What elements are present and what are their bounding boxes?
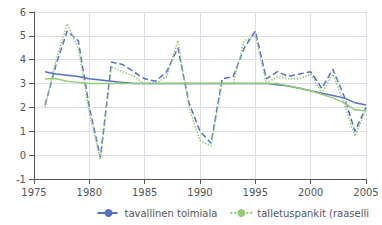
- svg-text:0: 0: [20, 150, 26, 161]
- svg-text:2005: 2005: [353, 187, 378, 198]
- svg-text:1980: 1980: [77, 187, 102, 198]
- svg-text:1975: 1975: [21, 187, 46, 198]
- svg-text:talletuspankit (raaselli: talletuspankit (raaselli: [257, 208, 369, 219]
- svg-text:1: 1: [20, 126, 26, 137]
- svg-text:1990: 1990: [187, 187, 212, 198]
- svg-text:5: 5: [20, 30, 26, 41]
- svg-text:6: 6: [20, 7, 26, 18]
- svg-text:1995: 1995: [243, 187, 268, 198]
- svg-text:-1: -1: [16, 174, 26, 185]
- svg-text:3: 3: [20, 78, 26, 89]
- svg-text:2000: 2000: [298, 187, 323, 198]
- svg-text:4: 4: [20, 54, 26, 65]
- svg-text:2: 2: [20, 102, 26, 113]
- svg-text:1985: 1985: [132, 187, 157, 198]
- svg-text:tavallinen toimiala: tavallinen toimiala: [125, 208, 218, 219]
